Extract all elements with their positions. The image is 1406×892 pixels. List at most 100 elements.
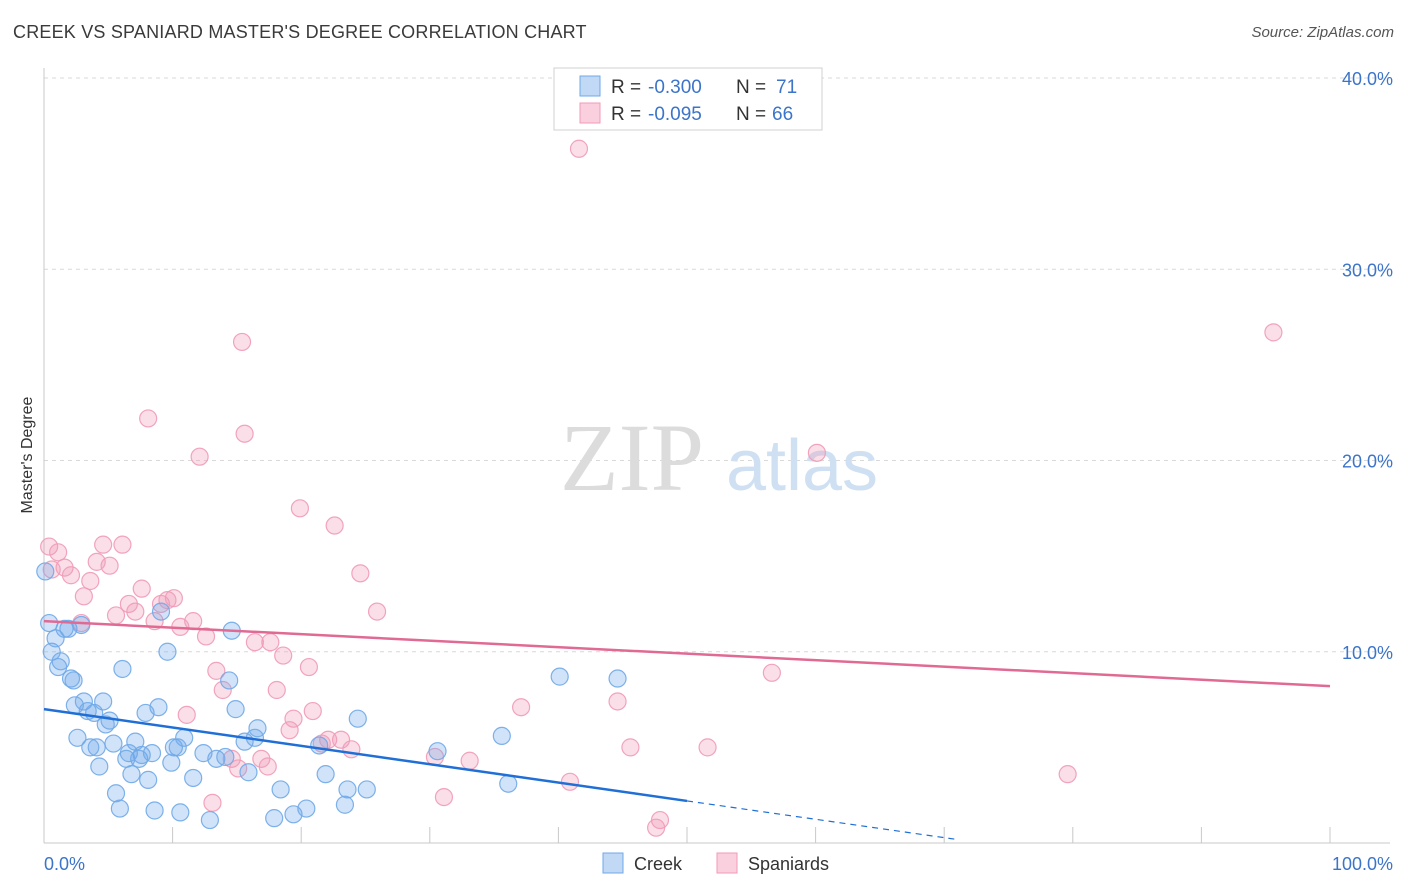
spaniards-point [1058, 765, 1077, 784]
creek-point [297, 799, 316, 818]
legend-n-label: N = [736, 104, 766, 125]
spaniards-point [650, 810, 670, 830]
creek-point [149, 698, 168, 717]
creek-point [316, 765, 335, 784]
spaniards-point [342, 740, 361, 759]
legend-n-value: 66 [772, 104, 793, 125]
creek-trend-extension [686, 800, 958, 841]
creek-point [171, 803, 190, 822]
creek-point [162, 753, 181, 772]
creek-point [184, 768, 203, 788]
legend-r-label: R = [611, 104, 641, 125]
creek-point [428, 742, 447, 761]
creek-point [72, 615, 91, 635]
series-legend-swatch-creek [602, 852, 624, 874]
y-tick-label: 20.0% [1342, 452, 1393, 472]
trend-lines [43, 619, 1331, 841]
series-legend-label-spaniards: Spaniards [748, 854, 829, 874]
gridlines [44, 77, 1390, 653]
spaniards-trend-line [43, 619, 1331, 688]
spaniards-point [319, 730, 338, 749]
spaniards-point [40, 537, 59, 556]
creek-point [142, 744, 162, 763]
spaniards-point [512, 698, 531, 717]
spaniards-point [460, 751, 479, 770]
spaniards-point [158, 591, 177, 610]
creek-point [94, 692, 113, 711]
creek-point [61, 669, 81, 688]
spaniards-point [299, 657, 319, 677]
spaniards-point [258, 757, 277, 776]
creek-point [158, 642, 177, 661]
creek-point [239, 763, 258, 782]
creek-point [348, 709, 367, 728]
tick-labels: 10.0% 20.0% 30.0% 40.0% 0.0% 100.0% [44, 69, 1393, 874]
legend-n-label: N = [736, 77, 766, 98]
spaniards-point [164, 589, 183, 608]
creek-point [81, 738, 100, 757]
spaniards-point [229, 759, 248, 778]
spaniards-point [74, 587, 93, 606]
spaniards-points [40, 139, 1283, 837]
spaniards-point [222, 749, 241, 768]
creek-trend-line [43, 707, 688, 803]
spaniards-point [434, 787, 454, 807]
legend-swatch-spaniards [579, 102, 601, 124]
creek-point [90, 757, 109, 776]
creek-point [110, 799, 129, 818]
spaniards-point [303, 701, 322, 721]
spaniards-point [235, 424, 254, 443]
spaniards-point [81, 571, 100, 591]
creek-point [106, 784, 126, 803]
creek-point [145, 801, 164, 820]
creek-points [36, 562, 627, 830]
chart-title: CREEK VS SPANIARD MASTER'S DEGREE CORREL… [13, 22, 587, 42]
spaniards-point [807, 443, 826, 462]
spaniards-point [100, 556, 119, 575]
creek-point [271, 780, 290, 799]
legend-r-value: -0.095 [648, 104, 702, 125]
creek-point [492, 726, 511, 746]
creek-point [499, 774, 518, 793]
spaniards-point [290, 499, 310, 518]
spaniards-point [284, 709, 303, 728]
legend-r-label: R = [611, 77, 641, 98]
spaniards-point [177, 705, 196, 724]
spaniards-point [762, 663, 781, 682]
creek-point [310, 736, 329, 755]
creek-point [550, 667, 569, 686]
spaniards-point [245, 633, 265, 652]
source-label: Source: ZipAtlas.com [1251, 24, 1394, 41]
creek-point [113, 659, 132, 679]
series-legend-label-creek: Creek [634, 854, 683, 874]
watermark-zip: ZIP [560, 404, 704, 511]
y-tick-label: 30.0% [1342, 260, 1393, 280]
spaniards-point [213, 680, 232, 700]
legend-n-value: 71 [776, 77, 797, 98]
spaniards-point [190, 447, 209, 466]
creek-point [104, 734, 123, 753]
spaniards-point [698, 738, 717, 757]
creek-point [87, 738, 106, 757]
spaniards-point [267, 680, 286, 700]
spaniards-point [139, 409, 158, 428]
spaniards-point [184, 612, 203, 631]
spaniards-point [132, 579, 151, 598]
creek-point [151, 602, 171, 621]
spaniards-point [569, 139, 589, 158]
spaniards-point [351, 564, 370, 583]
x-tick-label: 100.0% [1332, 854, 1393, 874]
spaniards-point [207, 661, 226, 680]
creek-point [51, 652, 70, 671]
spaniards-point [49, 543, 68, 562]
spaniards-point [325, 516, 344, 535]
y-tick-label: 40.0% [1342, 69, 1393, 89]
spaniards-point [232, 332, 252, 352]
spaniards-point [621, 738, 640, 757]
creek-point [226, 700, 245, 719]
spaniards-point [280, 721, 299, 740]
spaniards-point [61, 566, 81, 585]
creek-point [207, 749, 226, 768]
axes [43, 68, 1390, 844]
